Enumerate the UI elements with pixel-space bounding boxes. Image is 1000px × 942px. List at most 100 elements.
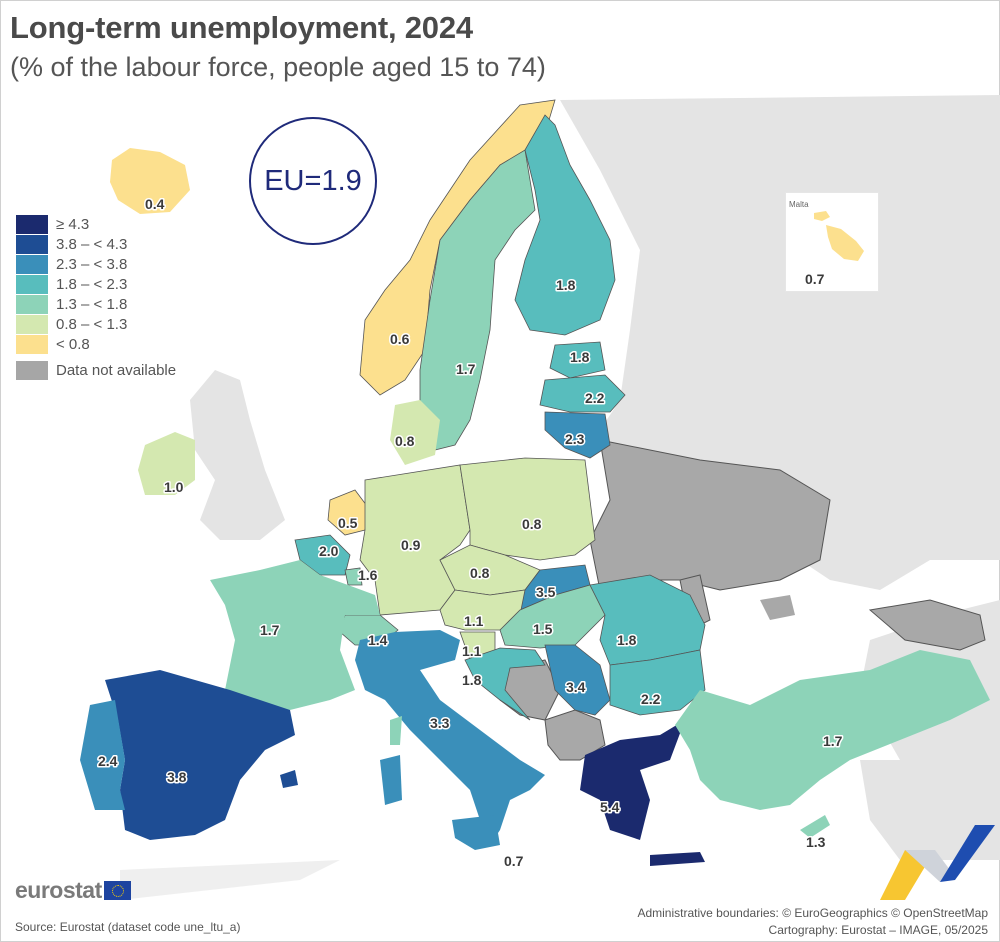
region-croatia [464, 647, 546, 721]
legend-swatch [16, 214, 48, 234]
legend-label: 0.8 – < 1.3 [56, 315, 128, 333]
legend-label: Data not available [56, 361, 177, 379]
legend-swatch [16, 254, 48, 274]
legend-label: ≥ 4.3 [56, 215, 90, 233]
legend-swatch [16, 274, 48, 294]
region-bulgaria [609, 649, 706, 716]
label-germany: 0.9 [401, 537, 421, 553]
eu-average-badge: EU=1.9 [249, 117, 377, 245]
legend-label: 3.8 – < 4.3 [56, 235, 128, 253]
source-note: Source: Eurostat (dataset code une_ltu_a… [15, 920, 241, 934]
label-france: 1.7 [260, 622, 280, 638]
region-luxembourg [344, 567, 363, 586]
label-lithuania: 2.3 [565, 431, 585, 447]
region-sweden [419, 149, 536, 451]
legend-item: 2.3 – < 3.8 [16, 254, 176, 274]
label-norway: 0.6 [390, 331, 410, 347]
label-italy: 3.3 [430, 715, 450, 731]
region-denmark [390, 400, 440, 465]
inset-value: 0.7 [805, 271, 825, 287]
label-ireland: 1.0 [164, 479, 184, 495]
label-serbia: 3.4 [566, 679, 586, 695]
region-cyprus [800, 815, 830, 838]
region-lithuania [544, 411, 611, 459]
region-latvia [539, 374, 626, 413]
label-czechia: 0.8 [470, 565, 490, 581]
region-crete [650, 852, 705, 866]
eu-average-label: EU=1.9 [264, 164, 362, 197]
legend-item: 1.8 – < 2.3 [16, 274, 176, 294]
legend-label: 2.3 – < 3.8 [56, 255, 128, 273]
legend-item: ≥ 4.3 [16, 214, 176, 234]
legend-label: < 0.8 [56, 335, 90, 353]
logo-text: eurostat [15, 877, 102, 903]
region-finland [514, 114, 616, 336]
page-title: Long-term unemployment, 2024 [10, 10, 473, 45]
corner-ribbon-icon [880, 825, 995, 900]
label-romania: 1.8 [617, 632, 637, 648]
label-austria: 1.1 [464, 613, 484, 629]
region-balearics [280, 770, 298, 788]
legend-label: 1.3 – < 1.8 [56, 295, 128, 313]
countries [80, 99, 990, 866]
region-turkiye [675, 650, 990, 810]
label-slovenia: 1.1 [462, 643, 482, 659]
label-portugal: 2.4 [98, 753, 118, 769]
region-france [210, 560, 380, 710]
label-greece: 5.4 [600, 799, 620, 815]
region-poland [459, 457, 596, 561]
label-denmark: 0.8 [395, 433, 415, 449]
legend-item: < 0.8 [16, 334, 176, 354]
label-sweden: 1.7 [456, 361, 476, 377]
non-data-land [120, 95, 1000, 900]
region-iceland [110, 148, 190, 214]
legend-swatch [16, 360, 48, 380]
region-italy [355, 630, 545, 845]
label-spain: 3.8 [167, 769, 187, 785]
boundaries-credit: Administrative boundaries: © EuroGeograp… [637, 906, 988, 920]
label-latvia: 2.2 [585, 390, 605, 406]
label-switzerland: 1.4 [368, 632, 388, 648]
value-labels: 0.4 0.6 1.7 1.8 1.8 2.2 2.3 0.8 1.0 0.5 … [97, 195, 845, 871]
legend-item: 0.8 – < 1.3 [16, 314, 176, 334]
legend-swatch [16, 334, 48, 354]
label-iceland: 0.4 [145, 196, 165, 212]
label-netherlands: 0.5 [338, 515, 358, 531]
legend-item: 3.8 – < 4.3 [16, 234, 176, 254]
region-ireland [138, 432, 195, 495]
credits: Administrative boundaries: © EuroGeograp… [637, 905, 988, 939]
legend-item: 1.3 – < 1.8 [16, 294, 176, 314]
label-cyprus: 1.3 [806, 834, 826, 850]
label-finland: 1.8 [556, 277, 576, 293]
legend-item-not-available: Data not available [16, 360, 176, 380]
legend-swatch [16, 234, 48, 254]
label-luxembourg: 1.6 [358, 567, 378, 583]
eurostat-logo: eurostat [15, 877, 131, 904]
legend-label: 1.8 – < 2.3 [56, 275, 128, 293]
inset-name: Malta [789, 200, 809, 209]
region-serbia [544, 644, 611, 716]
label-malta-offmap: 0.7 [504, 853, 524, 869]
region-sardinia [380, 755, 402, 805]
region-greece [580, 720, 685, 840]
malta-shape [814, 211, 864, 261]
legend-swatch [16, 314, 48, 334]
region-portugal [80, 700, 125, 810]
cartography-credit: Cartography: Eurostat – IMAGE, 05/2025 [768, 923, 988, 937]
label-slovakia: 3.5 [536, 584, 556, 600]
region-sicily [452, 815, 500, 850]
label-turkiye: 1.7 [823, 733, 843, 749]
region-corsica [390, 716, 402, 745]
label-croatia: 1.8 [462, 672, 482, 688]
label-poland: 0.8 [522, 516, 542, 532]
page-subtitle: (% of the labour force, people aged 15 t… [10, 52, 546, 82]
malta-inset: Malta 0.7 [785, 192, 879, 292]
legend-swatch [16, 294, 48, 314]
label-belgium: 2.0 [319, 543, 339, 559]
eu-flag-icon [103, 881, 131, 900]
label-hungary: 1.5 [533, 621, 553, 637]
label-estonia: 1.8 [570, 349, 590, 365]
label-bulgaria: 2.2 [641, 691, 661, 707]
legend: ≥ 4.3 3.8 – < 4.3 2.3 – < 3.8 1.8 – < 2.… [16, 214, 176, 380]
